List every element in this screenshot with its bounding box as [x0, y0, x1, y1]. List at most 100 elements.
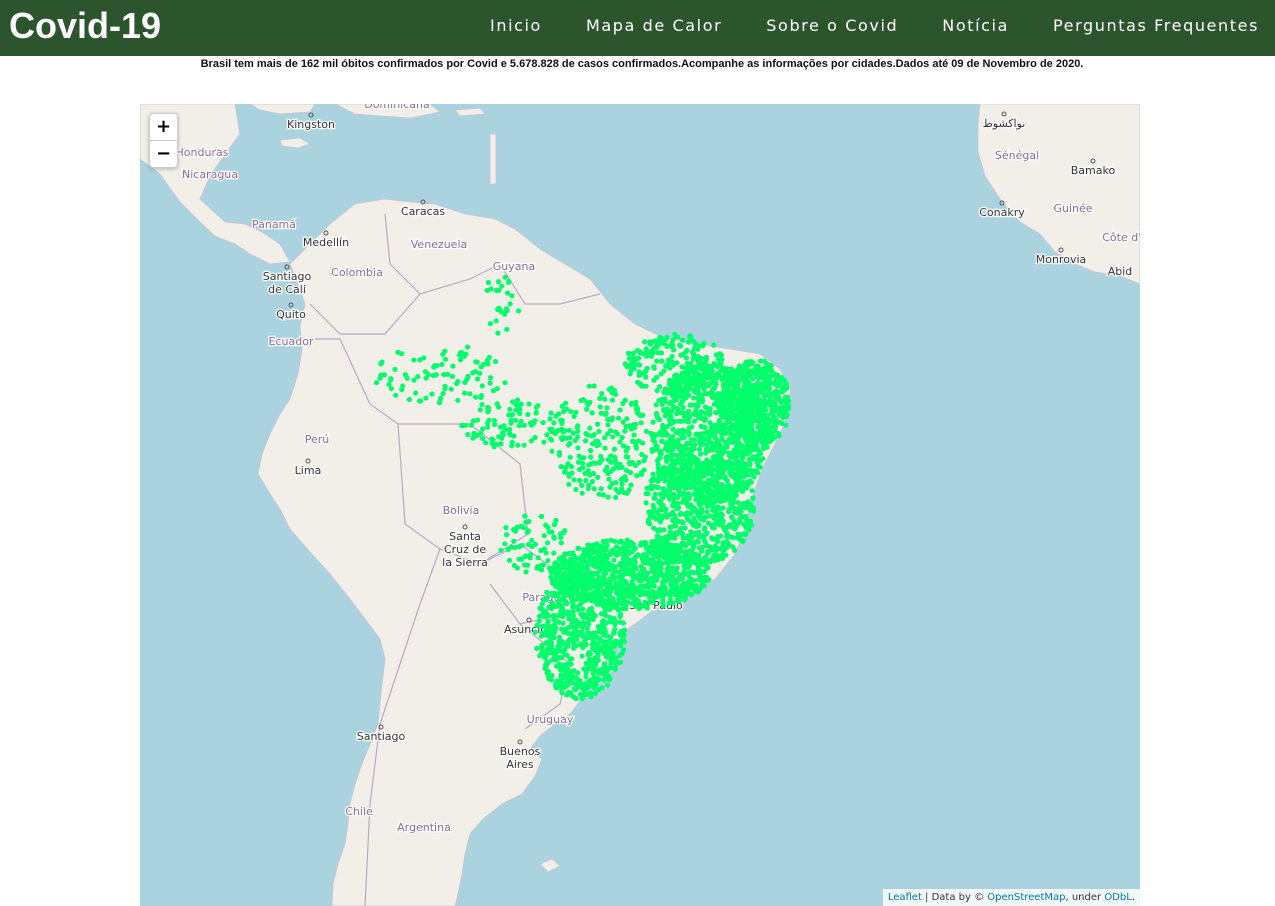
openstreetmap-link[interactable]: OpenStreetMap	[987, 892, 1066, 903]
case-marker	[749, 488, 755, 494]
case-marker	[719, 511, 725, 517]
case-marker	[680, 370, 686, 376]
odbl-link[interactable]: ODbL	[1104, 892, 1132, 903]
case-marker	[585, 621, 592, 627]
case-marker	[634, 473, 640, 479]
case-marker	[689, 506, 696, 513]
case-marker	[525, 542, 532, 548]
case-marker	[602, 435, 608, 441]
case-marker	[744, 523, 750, 529]
case-marker	[395, 349, 401, 355]
case-marker	[499, 283, 505, 289]
nav-link-perguntas-frequentes[interactable]: Perguntas Frequentes	[1053, 16, 1259, 35]
case-marker	[569, 580, 575, 586]
case-marker	[560, 590, 566, 596]
case-marker	[621, 638, 627, 645]
case-marker	[585, 629, 591, 636]
case-marker	[610, 650, 616, 656]
case-marker	[783, 399, 789, 405]
case-marker	[693, 519, 699, 525]
case-marker	[477, 407, 483, 413]
case-marker	[586, 383, 592, 389]
case-marker	[587, 425, 593, 431]
case-marker	[684, 589, 690, 595]
case-marker	[694, 380, 701, 386]
case-marker	[399, 387, 405, 393]
case-marker	[619, 594, 625, 600]
nav-link-sobre-o-covid[interactable]: Sobre o Covid	[766, 16, 899, 35]
case-marker	[592, 577, 598, 583]
map-tiles[interactable]: Dominicana Honduras Nicaragua Panamá Venezue…	[140, 104, 1140, 906]
case-marker	[657, 450, 663, 456]
case-marker	[677, 526, 683, 532]
case-marker	[643, 500, 649, 506]
case-marker	[386, 381, 392, 387]
case-marker	[757, 458, 763, 464]
case-marker	[683, 348, 689, 355]
nav-link-inicio[interactable]: Inicio	[490, 16, 542, 35]
case-marker	[713, 494, 720, 500]
case-marker	[617, 439, 623, 445]
case-marker	[553, 648, 559, 654]
nav-link-noticia[interactable]: Notícia	[942, 16, 1009, 35]
case-marker	[377, 375, 383, 381]
nav-link-mapa-de-calor[interactable]: Mapa de Calor	[585, 16, 723, 35]
city-dot	[517, 739, 523, 745]
leaflet-link[interactable]: Leaflet	[887, 892, 922, 903]
case-marker	[713, 352, 720, 358]
case-marker	[553, 413, 559, 419]
case-marker	[718, 357, 724, 363]
case-marker	[695, 403, 701, 409]
case-marker	[551, 635, 557, 641]
case-marker	[480, 435, 486, 442]
case-marker	[711, 552, 717, 558]
case-marker	[588, 573, 595, 579]
case-marker	[701, 536, 707, 543]
case-marker	[667, 529, 674, 535]
case-marker	[594, 443, 600, 449]
zoom-in-button[interactable]: +	[155, 116, 172, 137]
case-marker	[388, 376, 394, 382]
case-marker	[741, 397, 747, 403]
case-marker	[487, 380, 493, 386]
case-marker	[491, 417, 497, 424]
case-marker	[527, 552, 534, 558]
case-marker	[569, 598, 575, 604]
case-marker	[611, 446, 617, 452]
case-marker	[688, 529, 694, 535]
case-marker	[720, 540, 726, 546]
case-marker	[666, 381, 673, 387]
case-marker	[584, 626, 590, 632]
case-marker	[564, 630, 570, 636]
case-marker	[579, 597, 585, 603]
case-marker	[744, 417, 750, 423]
case-marker	[560, 530, 566, 536]
brand-logo[interactable]: Covid-19	[9, 5, 162, 46]
case-marker	[630, 574, 636, 580]
case-marker	[575, 445, 581, 451]
case-marker	[696, 488, 702, 494]
zoom-out-button[interactable]: −	[150, 140, 177, 167]
case-marker	[487, 321, 493, 327]
case-marker	[734, 510, 741, 516]
case-marker	[580, 465, 586, 471]
case-marker	[477, 370, 483, 376]
city-label: Conakry	[979, 206, 1025, 219]
case-marker	[670, 434, 676, 440]
case-marker	[590, 635, 596, 641]
case-marker	[716, 546, 723, 552]
case-marker	[717, 506, 723, 512]
case-marker	[670, 362, 676, 368]
case-marker	[747, 518, 754, 524]
case-marker	[655, 484, 661, 490]
case-marker	[598, 410, 604, 416]
case-marker	[584, 400, 590, 406]
case-marker	[602, 602, 608, 609]
case-marker	[575, 428, 581, 434]
case-marker	[714, 539, 721, 545]
heat-map[interactable]: Dominicana Honduras Nicaragua Panamá Venezue…	[140, 104, 1140, 906]
case-marker	[516, 544, 522, 550]
case-marker	[712, 395, 718, 401]
case-marker	[686, 432, 692, 438]
case-marker	[645, 544, 652, 550]
